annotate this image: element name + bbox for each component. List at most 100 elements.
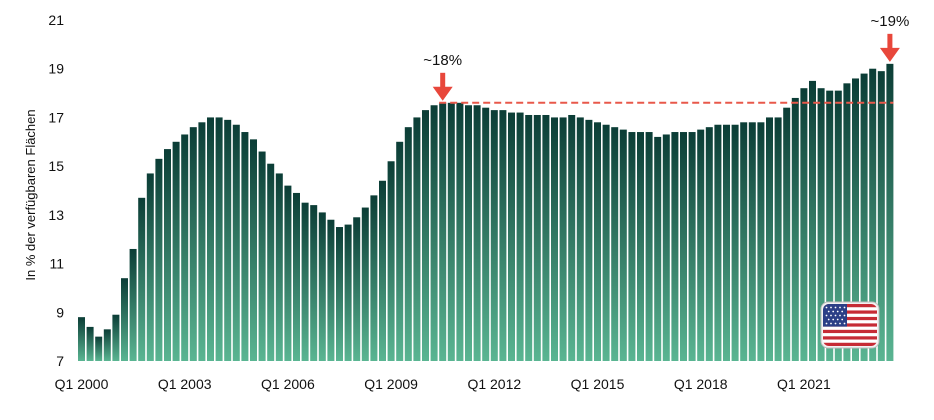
bar [748, 122, 756, 361]
bar [740, 122, 748, 361]
bar [172, 141, 180, 361]
bar [886, 63, 894, 362]
bar [310, 205, 318, 361]
bar [379, 180, 386, 361]
bar [146, 173, 154, 361]
x-tick-label: Q1 2000 [55, 376, 109, 392]
x-tick-label: Q1 2015 [571, 376, 625, 392]
bar [439, 102, 447, 361]
bar [757, 122, 765, 361]
bar [86, 326, 94, 361]
bar [834, 90, 842, 361]
us-flag-icon [820, 301, 880, 349]
y-tick-label: 9 [56, 304, 64, 320]
arrow-head [879, 47, 900, 62]
bar [731, 124, 739, 362]
y-tick-label: 17 [48, 109, 64, 125]
bar [344, 224, 352, 361]
bar [447, 102, 455, 361]
bar [645, 132, 653, 361]
bar [404, 127, 412, 361]
y-axis-label: In % der verfügbaren Flächen [23, 109, 38, 280]
bar [422, 110, 429, 362]
bar [224, 119, 232, 361]
bar [576, 117, 584, 362]
bar [680, 132, 687, 361]
bar [766, 117, 773, 362]
bar [533, 114, 541, 362]
y-tick-label: 15 [48, 158, 64, 174]
bar [164, 149, 171, 361]
bar [860, 73, 868, 361]
bar [628, 132, 636, 361]
bar [267, 163, 275, 361]
bar [336, 227, 343, 361]
x-tick-label: Q1 2009 [364, 376, 418, 392]
annotation: ~19% [871, 13, 910, 62]
bar [697, 129, 705, 361]
bar [155, 158, 163, 361]
bar [284, 185, 292, 361]
y-tick-label: 21 [48, 12, 64, 28]
arrow-down-icon [887, 33, 893, 50]
bar [198, 122, 206, 361]
bar [189, 127, 197, 361]
bar [508, 112, 515, 361]
x-tick-label: Q1 2021 [777, 376, 831, 392]
bar [568, 114, 576, 362]
arrow-head [432, 86, 453, 101]
bar [181, 134, 189, 361]
annotation-label: ~19% [871, 13, 910, 30]
bar [723, 124, 730, 362]
bar [688, 132, 696, 361]
bar [387, 161, 395, 361]
bar [869, 68, 877, 362]
bar [826, 90, 834, 361]
bar [637, 132, 644, 361]
y-tick-label: 7 [56, 353, 64, 369]
x-tick-label: Q1 2018 [674, 376, 728, 392]
bar [559, 117, 567, 362]
bar [215, 117, 223, 362]
bar [714, 124, 722, 362]
bar [430, 105, 438, 361]
bar [499, 110, 507, 362]
annotation: ~18% [423, 52, 462, 101]
bar [121, 278, 128, 361]
bar [783, 107, 791, 361]
bar [705, 127, 713, 361]
bar [671, 132, 679, 361]
bar [353, 217, 361, 361]
x-tick-label: Q1 2003 [158, 376, 212, 392]
bar [413, 117, 421, 362]
y-tick-label: 11 [49, 256, 64, 272]
y-tick-label: 13 [48, 207, 64, 223]
bar [877, 71, 885, 362]
bar [482, 107, 490, 361]
bar [585, 119, 593, 361]
bar [602, 124, 610, 362]
bar [465, 105, 472, 361]
bar [611, 127, 619, 361]
bar [619, 129, 627, 361]
bar [241, 132, 249, 361]
bar [525, 114, 533, 362]
y-tick-label: 19 [48, 61, 64, 77]
bar [456, 102, 464, 361]
bars [78, 63, 894, 362]
bar [490, 110, 498, 362]
bar [817, 88, 825, 361]
x-axis-ticks: Q1 2000 Q1 2003 Q1 2006 Q1 2009 Q1 2012 Q1 20… [55, 376, 831, 392]
bar [318, 212, 326, 361]
bar [662, 134, 670, 361]
bar [551, 117, 558, 362]
y-axis-ticks: 7 9 11 13 15 17 19 21 [48, 12, 64, 369]
annotations: ~18% ~19% [423, 13, 909, 101]
bar [370, 195, 378, 361]
bar [800, 88, 808, 361]
bar [774, 117, 782, 362]
bar [95, 336, 103, 361]
bar [258, 151, 266, 361]
bar [250, 139, 257, 361]
